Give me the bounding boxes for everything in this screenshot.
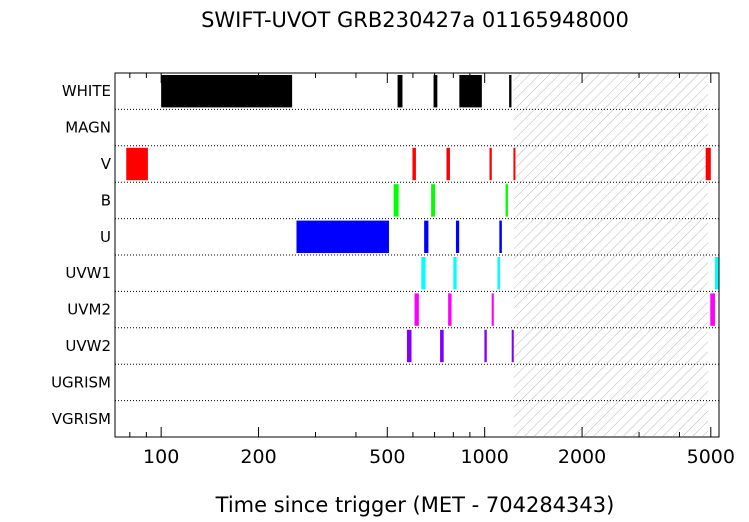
x-tick-label: 5000 — [687, 446, 735, 468]
row-label-uvw2: UVW2 — [65, 337, 111, 355]
row-label-b: B — [101, 191, 111, 209]
exposure-bar-uvw1-0 — [421, 257, 426, 290]
exposure-bar-u-0 — [296, 220, 389, 253]
exposure-bar-white-4 — [509, 75, 512, 108]
exposure-bar-uvw1-3 — [714, 257, 719, 290]
exposure-bar-uvm2-3 — [710, 293, 715, 326]
exposure-bar-b-2 — [505, 184, 508, 217]
exposure-bar-v-2 — [446, 147, 450, 181]
exposure-bar-u-3 — [499, 220, 502, 253]
exposure-bar-uvm2-2 — [491, 293, 494, 326]
exposure-bar-u-1 — [424, 220, 429, 253]
row-label-uvw1: UVW1 — [65, 264, 111, 282]
row-label-magn: MAGN — [65, 119, 111, 137]
exposure-bar-uvm2-1 — [448, 293, 452, 326]
exposure-bar-white-2 — [433, 75, 438, 108]
exposure-bar-v-3 — [489, 147, 492, 181]
exposure-bar-uvw2-3 — [511, 329, 514, 363]
plot-frame — [114, 72, 720, 438]
exposure-bar-white-3 — [459, 75, 482, 108]
row-label-u: U — [100, 228, 111, 246]
exposure-bar-white-0 — [161, 75, 293, 108]
row-label-ugrism: UGRISM — [51, 373, 111, 391]
exposure-bar-v-5 — [705, 147, 711, 181]
exposure-bar-uvw2-0 — [406, 329, 412, 363]
x-tick-label: 100 — [143, 446, 179, 468]
x-tick-label: 500 — [369, 446, 405, 468]
row-label-uvm2: UVM2 — [67, 301, 111, 319]
row-label-vgrism: VGRISM — [52, 410, 111, 428]
x-tick-label: 2000 — [558, 446, 606, 468]
exposure-bar-uvw1-2 — [497, 257, 500, 290]
exposure-bar-v-0 — [126, 147, 148, 181]
row-label-white: WHITE — [62, 82, 111, 100]
exposure-bar-b-0 — [393, 184, 399, 217]
x-tick-label: 200 — [240, 446, 276, 468]
exposure-bar-v-4 — [513, 147, 516, 181]
row-label-v: V — [101, 155, 112, 173]
exposure-bar-uvm2-0 — [414, 293, 419, 326]
exposure-bar-b-1 — [431, 184, 435, 217]
exposure-bar-uvw2-1 — [440, 329, 444, 363]
chart-title: SWIFT-UVOT GRB230427a 01165948000 — [201, 8, 629, 32]
exposure-bar-uvw1-1 — [453, 257, 457, 290]
exposure-bar-uvw2-2 — [484, 329, 487, 363]
exposure-bar-white-1 — [397, 75, 403, 108]
plot-area: WHITE MAGN VB U UVW1 UVM2 UVW2 UGRISM VGRISM 100 2… — [51, 72, 735, 468]
x-axis-label: Time since trigger (MET - 704284343) — [215, 493, 615, 517]
x-tick-label: 1000 — [461, 446, 509, 468]
exposure-bar-v-1 — [412, 147, 416, 181]
exposure-bar-u-2 — [455, 220, 460, 253]
